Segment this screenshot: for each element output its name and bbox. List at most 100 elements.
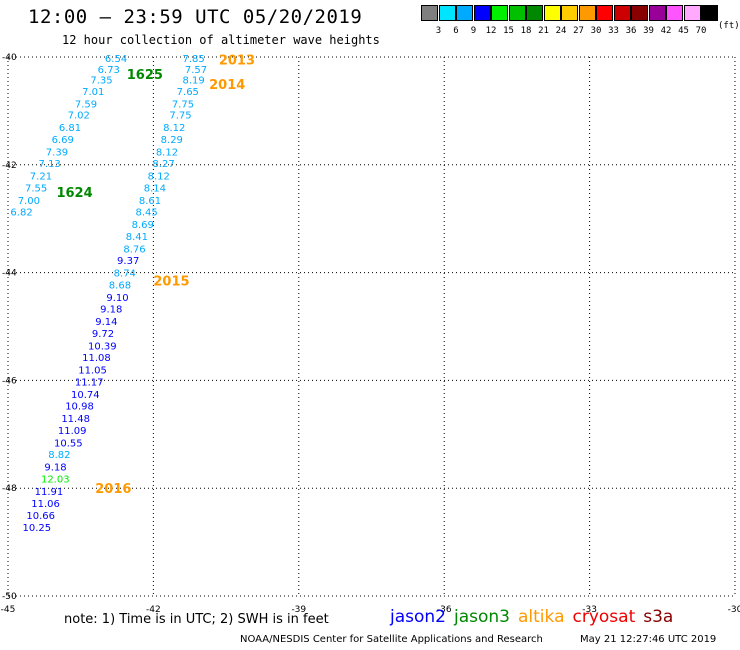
scale-swatch (543, 5, 561, 21)
lon-tick-label: -45 (1, 605, 16, 615)
scale-swatch (526, 5, 543, 21)
lat-tick-label: -48 (2, 484, 17, 494)
wave-height-value: 6.73 (98, 65, 120, 76)
scale-swatch (491, 5, 508, 21)
lon-tick-label: -39 (291, 605, 306, 615)
satellite-legend-item: jason3 (454, 607, 510, 627)
scale-label: 12 (485, 26, 497, 36)
wave-height-value: 10.98 (65, 402, 94, 413)
wave-height-value: 6.82 (10, 208, 32, 219)
scale-swatch (631, 5, 648, 21)
map-subtitle: 12 hour collection of altimeter wave hei… (62, 33, 380, 47)
scale-label: 15 (503, 26, 514, 36)
scale-label: 9 (470, 26, 477, 36)
wave-height-value: 11.09 (58, 426, 87, 437)
satellite-legend-item: altika (518, 607, 565, 627)
lon-tick-label: -36 (437, 605, 452, 615)
lat-tick-label: -44 (2, 269, 17, 279)
wave-height-value: 10.25 (23, 523, 52, 534)
wave-height-value: 10.66 (26, 511, 55, 522)
lat-tick-label: -50 (2, 592, 17, 602)
footer-credit: NOAA/NESDIS Center for Satellite Applica… (240, 634, 543, 645)
wave-height-value: 6.69 (52, 135, 74, 146)
track-time-label: 1625 (127, 68, 163, 83)
scale-swatch (578, 5, 596, 21)
scale-swatch (421, 5, 438, 21)
wave-height-value: 11.17 (75, 377, 104, 388)
wave-height-value: 7.39 (46, 147, 68, 158)
satellite-legend-item: s3a (643, 607, 674, 627)
wave-height-value: 10.74 (71, 390, 100, 401)
wave-height-value: 9.14 (95, 317, 117, 328)
wave-height-value: 7.02 (68, 111, 90, 122)
lat-tick-label: -42 (2, 161, 17, 171)
wave-height-value: 8.76 (123, 244, 145, 255)
wave-height-value: 9.37 (117, 256, 139, 267)
scale-swatch (666, 5, 683, 21)
wave-height-value: 7.85 (182, 54, 204, 65)
wave-height-value: 7.75 (172, 99, 194, 110)
scale-swatch (438, 5, 456, 21)
lon-tick-label: -30 (728, 605, 740, 615)
scale-label: 18 (520, 26, 532, 36)
wave-height-value: 9.72 (92, 329, 114, 340)
scale-swatch (456, 5, 473, 21)
wave-height-value: 11.06 (31, 499, 60, 510)
wave-height-value: 7.59 (75, 99, 97, 110)
wave-height-value: 7.65 (177, 87, 199, 98)
wave-height-value: 8.12 (156, 147, 178, 158)
lat-tick-label: -46 (2, 376, 17, 386)
wave-height-value: 7.75 (169, 111, 191, 122)
scale-label: 30 (590, 26, 602, 36)
wave-height-value: 7.55 (25, 183, 47, 194)
wave-height-value: 9.18 (100, 305, 122, 316)
scale-label: 36 (625, 26, 637, 36)
wave-height-value: 8.29 (161, 135, 183, 146)
scale-swatch (613, 5, 631, 21)
wave-height-value: 8.14 (144, 183, 166, 194)
track-time-label: 2015 (153, 275, 189, 290)
wave-height-value: 8.74 (114, 269, 136, 280)
scale-label: 39 (643, 26, 654, 36)
satellite-legend-item: jason2 (390, 607, 446, 627)
wave-height-value: 8.61 (139, 196, 161, 207)
wave-height-value: 7.35 (90, 76, 112, 87)
track-time-label: 2016 (95, 482, 131, 497)
wave-height-value: 7.57 (185, 65, 207, 76)
scale-label: 21 (538, 26, 549, 36)
scale-swatch (683, 5, 701, 21)
wave-height-value: 8.69 (132, 220, 154, 231)
scale-label: 45 (678, 26, 689, 36)
wave-height-value: 6.81 (59, 123, 81, 134)
track-time-label: 2013 (219, 54, 255, 69)
wave-height-value: 7.01 (82, 87, 104, 98)
scale-unit: (ft) (718, 21, 740, 31)
scale-swatch (561, 5, 578, 21)
wave-height-value: 11.91 (35, 487, 64, 498)
wave-height-value: 8.27 (152, 159, 174, 170)
scale-swatch (508, 5, 526, 21)
wave-height-value: 6.54 (105, 54, 127, 65)
scale-label: 27 (573, 26, 584, 36)
wave-height-value: 11.08 (82, 353, 111, 364)
wave-height-value: 7.00 (18, 196, 40, 207)
lon-tick-label: -42 (146, 605, 161, 615)
lon-tick-label: -33 (582, 605, 597, 615)
scale-label: 70 (695, 26, 707, 36)
scale-swatch (648, 5, 666, 21)
wave-height-value: 10.39 (88, 341, 117, 352)
wave-height-value: 8.82 (48, 450, 70, 461)
wave-height-value: 8.12 (148, 172, 170, 183)
wave-height-value: 8.68 (109, 280, 131, 291)
wave-height-value: 8.12 (163, 123, 185, 134)
satellite-legend-item: cryosat (572, 607, 636, 627)
wave-height-value: 9.18 (44, 463, 66, 474)
footer-note: note: 1) Time is in UTC; 2) SWH is in fe… (64, 612, 329, 627)
wave-height-value: 8.45 (135, 208, 157, 219)
wave-height-value: 11.05 (78, 366, 107, 377)
scale-label: 24 (555, 26, 567, 36)
map-title: 12:00 – 23:59 UTC 05/20/2019 (28, 6, 363, 28)
lat-tick-label: -40 (2, 53, 17, 63)
footer-timestamp: May 21 12:27:46 UTC 2019 (580, 634, 717, 645)
